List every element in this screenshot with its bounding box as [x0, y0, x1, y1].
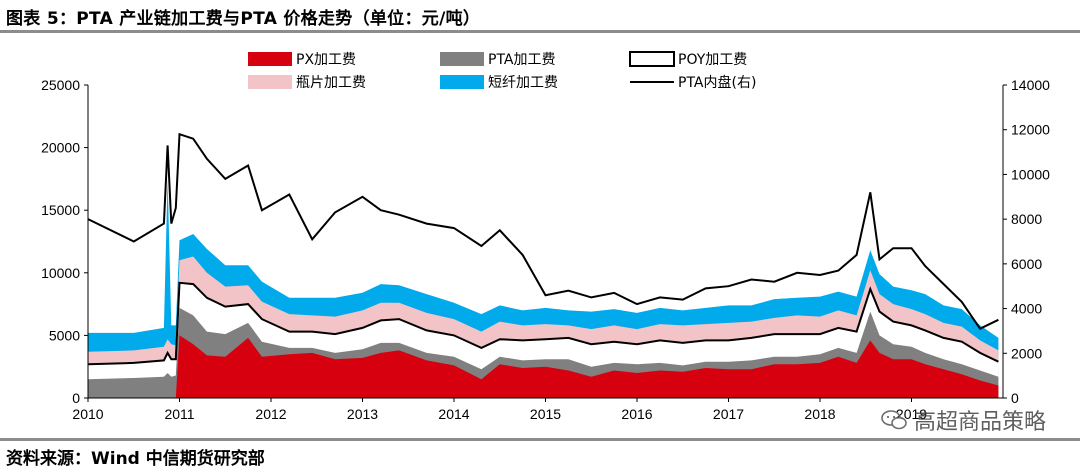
y-right-tick-label: 8000: [1011, 211, 1042, 227]
x-tick-label: 2013: [347, 406, 378, 422]
footer-divider: [0, 438, 1080, 441]
poy-outline: [87, 281, 999, 366]
legend-swatch: [440, 52, 484, 66]
pta-price-line: [87, 132, 999, 330]
chart-title: 图表 5：PTA 产业链加工费与PTA 价格走势（单位：元/吨）: [6, 9, 481, 29]
x-tick-label: 2019: [896, 406, 927, 422]
legend-swatch: [629, 51, 675, 67]
y-right-tick-label: 14000: [1011, 77, 1050, 93]
legend-label: PX加工费: [296, 52, 356, 68]
y-right-tick-label: 0: [1011, 390, 1019, 406]
x-tick-label: 2014: [438, 406, 469, 422]
watermark: 高超商品策略: [880, 404, 1046, 436]
y-right-tick-label: 6000: [1011, 256, 1042, 272]
x-tick-label: 2011: [164, 406, 194, 422]
x-tick-label: 2012: [255, 406, 286, 422]
x-tick-label: 2015: [530, 406, 561, 422]
y-right-tick-label: 12000: [1011, 122, 1050, 138]
y-left-tick-label: 10000: [41, 265, 80, 281]
legend-swatch: [440, 75, 484, 89]
legend-label: 瓶片加工费: [296, 75, 366, 91]
y-left-tick-label: 0: [72, 390, 80, 406]
y-left-tick-label: 5000: [49, 327, 80, 343]
series-area-0: [88, 335, 999, 398]
y-right-tick-label: 4000: [1011, 301, 1042, 317]
legend-label: PTA内盘(右): [678, 74, 756, 91]
pta-chain-chart: 0 5000 10000 15000 20000 25000 0 2000 4000 6000 80…: [41, 51, 1050, 422]
x-tick-label: 2010: [72, 406, 103, 422]
legend-swatch: [248, 75, 292, 89]
legend-label: PTA加工费: [488, 52, 555, 68]
title-divider: [0, 30, 1080, 33]
y-right-tick-label: 10000: [1011, 166, 1050, 182]
x-tick-label: 2016: [621, 406, 652, 422]
y-right-tick-label: 2000: [1011, 345, 1042, 361]
x-tick-label: 2017: [713, 406, 744, 422]
source-note: 资料来源：Wind 中信期货研究部: [6, 449, 265, 469]
y-left-tick-label: 15000: [41, 202, 80, 218]
y-left-tick-label: 25000: [41, 77, 80, 93]
legend-label: 短纤加工费: [488, 75, 558, 91]
legend-label: POY加工费: [678, 52, 747, 68]
x-tick-label: 2018: [804, 406, 835, 422]
legend-swatch: [248, 52, 292, 66]
y-left-tick-label: 20000: [41, 140, 80, 156]
watermark-text: 高超商品策略: [913, 410, 1046, 435]
wechat-icon: [881, 410, 907, 430]
